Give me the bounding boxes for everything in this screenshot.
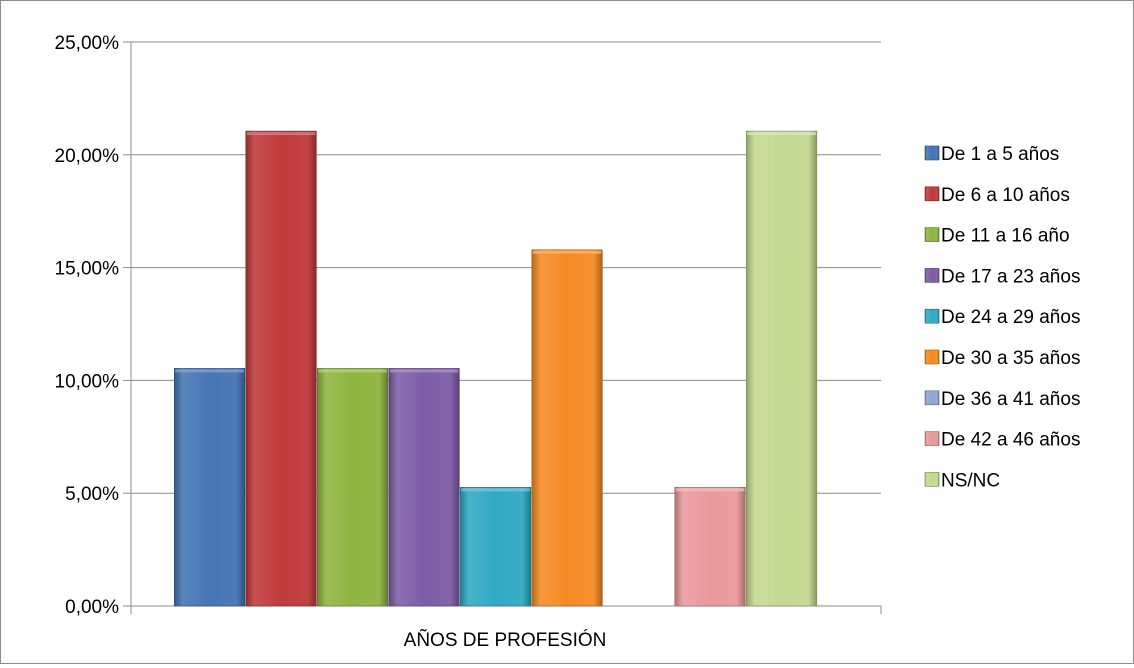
bars	[174, 130, 818, 607]
y-tick-label: 25,00%	[55, 33, 120, 54]
legend-label: De 17 a 23 años	[941, 266, 1080, 287]
bar-5	[459, 486, 532, 607]
legend-swatch	[924, 472, 940, 487]
legend-swatch	[924, 390, 940, 406]
bar-3	[316, 368, 389, 607]
legend-label: De 30 a 35 años	[941, 348, 1080, 369]
legend-label: De 1 a 5 años	[941, 144, 1059, 165]
legend-swatch	[924, 308, 940, 324]
y-tick-label: 10,00%	[55, 371, 120, 392]
legend-swatch	[924, 145, 940, 161]
bar-highlight	[318, 369, 387, 373]
legend-label: De 42 a 46 años	[941, 430, 1080, 451]
y-tick-label: 20,00%	[55, 146, 120, 167]
bar-highlight	[246, 132, 316, 136]
legend-label: De 36 a 41 años	[941, 389, 1080, 410]
legend-item: De 17 a 23 años	[924, 266, 1080, 287]
bar-1	[174, 368, 246, 607]
bar-highlight	[389, 369, 459, 373]
legend-swatch	[924, 186, 940, 202]
legend: De 1 a 5 años De 6 a 10 años De 11 a 16 añ…	[924, 144, 1080, 491]
y-tick-label: 0,00%	[65, 597, 119, 618]
legend-item: De 24 a 29 años	[924, 307, 1080, 328]
y-tick-label: 15,00%	[55, 259, 120, 280]
legend-item: De 36 a 41 años	[924, 389, 1080, 410]
y-tick-label: 5,00%	[65, 484, 119, 505]
legend-label: De 6 a 10 años	[941, 185, 1070, 206]
legend-swatch	[924, 431, 940, 446]
legend-item: De 6 a 10 años	[924, 185, 1070, 206]
bar-highlight	[747, 132, 816, 136]
bar-highlight	[675, 488, 745, 492]
legend-item: De 1 a 5 años	[924, 144, 1059, 165]
bar-6	[531, 249, 603, 607]
legend-item: De 11 a 16 año	[924, 226, 1070, 247]
x-axis-label: AÑOS DE PROFESIÓN	[404, 629, 607, 651]
legend-label: De 11 a 16 año	[941, 226, 1070, 247]
legend-item: De 30 a 35 años	[924, 348, 1080, 369]
bar-8	[674, 486, 746, 607]
legend-label: De 24 a 29 años	[941, 307, 1080, 328]
legend-label: NS/NC	[941, 470, 1000, 491]
bar-highlight	[175, 369, 244, 373]
bar-2	[245, 130, 317, 607]
legend-swatch	[924, 268, 940, 283]
legend-swatch	[924, 349, 940, 365]
bar-highlight	[461, 488, 530, 492]
bar-4	[388, 368, 460, 607]
legend-item: NS/NC	[924, 470, 1000, 491]
legend-swatch	[924, 227, 940, 242]
legend-item: De 42 a 46 años	[924, 430, 1080, 451]
bar-9	[745, 130, 818, 607]
bar-highlight	[532, 250, 602, 254]
